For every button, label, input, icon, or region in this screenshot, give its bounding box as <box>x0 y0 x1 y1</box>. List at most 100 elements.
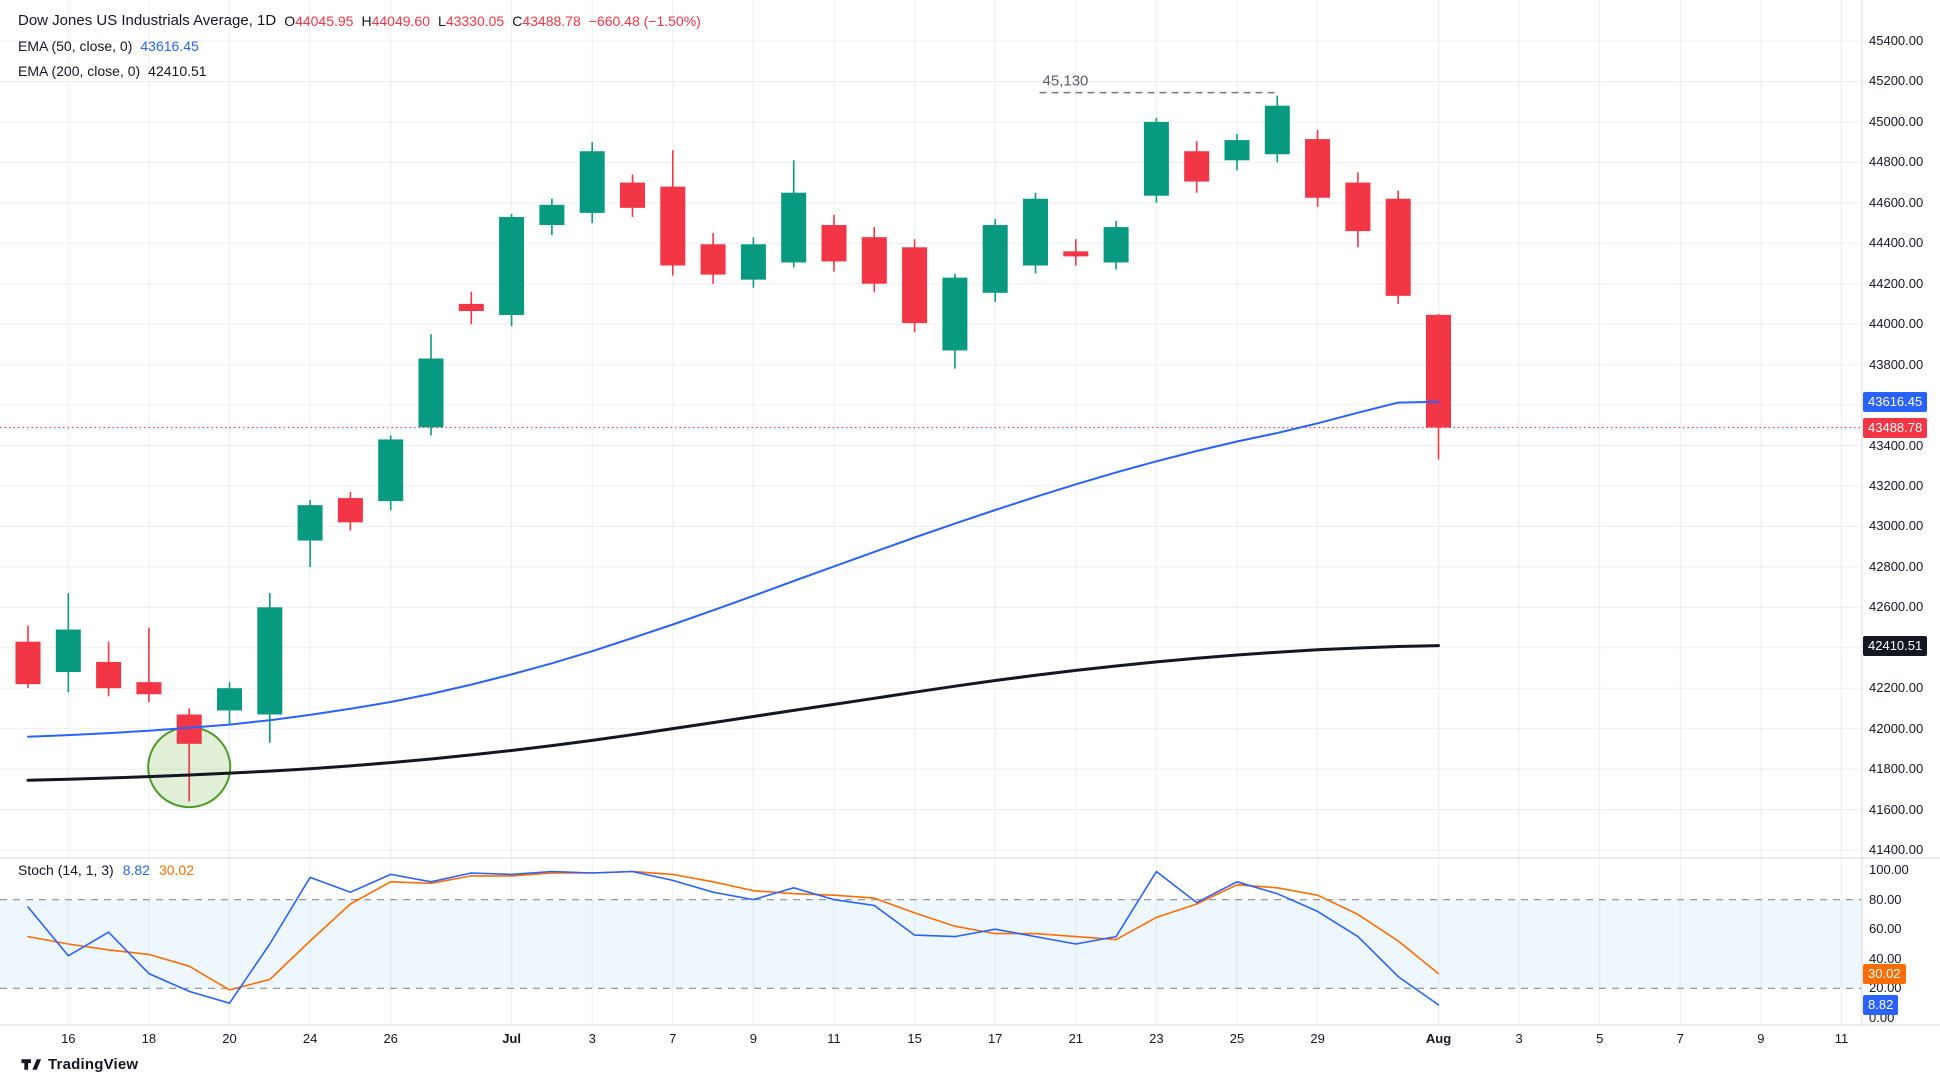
time-axis-label: 24 <box>302 1031 318 1046</box>
time-axis-label: 3 <box>588 1031 596 1046</box>
last-price-badge: 43488.78 <box>1863 417 1928 438</box>
candle-35[interactable] <box>1426 314 1451 460</box>
time-axis-label: Jul <box>502 1031 521 1046</box>
time-axis-label: 7 <box>669 1031 677 1046</box>
candle-21[interactable] <box>861 227 887 292</box>
candle-19[interactable] <box>781 160 807 268</box>
time-axis-label: 5 <box>1596 1031 1604 1046</box>
stoch-k-line[interactable] <box>27 870 1440 1006</box>
candle-32[interactable] <box>1305 129 1331 207</box>
candle-17[interactable] <box>700 233 726 284</box>
stoch-axis-label: 40.00 <box>1869 950 1902 966</box>
candle-14[interactable] <box>579 142 605 224</box>
stoch-d-value: 30.02 <box>158 862 195 878</box>
candle-7[interactable] <box>297 500 323 567</box>
symbol-legend-row[interactable]: Dow Jones US Industrials Average, 1D O44… <box>18 8 701 33</box>
price-axis-label: 44800.00 <box>1869 154 1924 170</box>
candle-27[interactable] <box>1103 221 1129 270</box>
stoch-axis-label: 60.00 <box>1869 921 1902 937</box>
candle-20[interactable] <box>821 214 847 272</box>
time-axis-label: 11 <box>827 1031 841 1046</box>
high-price-label: 45,130 <box>1043 73 1089 90</box>
candle-15[interactable] <box>620 174 645 217</box>
candle-33[interactable] <box>1345 172 1371 248</box>
ema200-legend-row[interactable]: EMA (200, close, 0) 42410.51 <box>18 58 701 83</box>
legend: Dow Jones US Industrials Average, 1D O44… <box>18 8 701 83</box>
stoch-axis-label: 80.00 <box>1869 891 1902 907</box>
stoch-k-badge: 8.82 <box>1863 994 1899 1015</box>
candle-23[interactable] <box>942 273 968 369</box>
ohlc-high: H44049.60 <box>361 12 431 29</box>
price-axis-label: 42800.00 <box>1869 558 1924 574</box>
candle-10[interactable] <box>418 334 444 436</box>
candle-26[interactable] <box>1063 239 1089 266</box>
price-axis-label: 42000.00 <box>1869 720 1924 736</box>
ema200-badge: 42410.51 <box>1863 635 1928 656</box>
stoch-label: Stoch (14, 1, 3) <box>18 862 114 878</box>
price-axis-label: 45400.00 <box>1869 33 1924 48</box>
candle-11[interactable] <box>458 291 484 325</box>
time-axis-label: 25 <box>1229 1031 1245 1046</box>
price-axis-label: 44600.00 <box>1869 194 1924 210</box>
candle-0[interactable] <box>15 625 41 689</box>
time-axis-label: 9 <box>749 1031 758 1046</box>
ema50-value: 43616.45 <box>140 37 199 54</box>
candle-6[interactable] <box>257 593 283 743</box>
ema50-label: EMA (50, close, 0) <box>18 37 133 54</box>
candle-3[interactable] <box>136 627 162 703</box>
price-axis-label: 41600.00 <box>1869 801 1924 817</box>
candle-12[interactable] <box>499 213 525 327</box>
time-axis-label: 26 <box>383 1031 398 1046</box>
price-axis-label: 43200.00 <box>1869 477 1924 493</box>
time-axis-label: 3 <box>1515 1031 1523 1046</box>
candle-31[interactable] <box>1264 95 1290 163</box>
ema50-line[interactable] <box>27 400 1440 738</box>
tradingview-logo-icon <box>21 1059 42 1070</box>
time-axis-label: 21 <box>1068 1031 1084 1046</box>
candle-34[interactable] <box>1385 190 1411 304</box>
candle-1[interactable] <box>55 593 81 693</box>
ema200-value: 42410.51 <box>148 62 207 79</box>
price-axis-label: 41400.00 <box>1869 842 1924 857</box>
price-axis-label: 43000.00 <box>1869 518 1924 534</box>
time-axis-label: 17 <box>987 1031 1003 1046</box>
time-axis-label: 16 <box>61 1031 76 1046</box>
price-axis-label: 44400.00 <box>1869 235 1924 251</box>
stoch-d-badge: 30.02 <box>1863 963 1906 984</box>
candle-16[interactable] <box>660 150 686 276</box>
candle-30[interactable] <box>1224 134 1250 171</box>
price-axis-label: 41800.00 <box>1869 761 1924 777</box>
ema50-legend-row[interactable]: EMA (50, close, 0) 43616.45 <box>18 33 701 58</box>
price-axis-label: 45200.00 <box>1869 73 1924 89</box>
candle-18[interactable] <box>740 237 766 288</box>
candle-28[interactable] <box>1143 117 1169 203</box>
time-axis-label: Aug <box>1425 1031 1452 1046</box>
candle-9[interactable] <box>378 435 404 511</box>
stoch-k-value: 8.82 <box>122 862 150 878</box>
stoch-d-line[interactable] <box>27 870 1440 991</box>
time-axis-label: 29 <box>1310 1031 1325 1046</box>
candle-25[interactable] <box>1023 192 1048 274</box>
time-axis-label: 9 <box>1757 1031 1765 1046</box>
candle-8[interactable] <box>337 492 363 531</box>
candle-24[interactable] <box>982 218 1008 302</box>
candle-13[interactable] <box>539 198 565 236</box>
stoch-axis-label: 20.00 <box>1869 980 1902 996</box>
price-axis-label: 43400.00 <box>1869 437 1924 453</box>
tradingview-watermark[interactable]: TradingView <box>20 1056 138 1073</box>
ema50-badge: 43616.45 <box>1863 391 1928 412</box>
price-axis-label: 44000.00 <box>1869 316 1924 332</box>
price-axis-label: 44200.00 <box>1869 275 1924 291</box>
ohlc-close: C43488.78 <box>512 12 581 29</box>
symbol-title: Dow Jones US Industrials Average, 1D <box>18 12 277 29</box>
candle-5[interactable] <box>217 682 242 725</box>
ema200-line[interactable] <box>26 644 1440 782</box>
candle-22[interactable] <box>902 239 928 333</box>
stoch-legend-row[interactable]: Stoch (14, 1, 3) 8.82 30.02 <box>18 862 194 878</box>
time-axis-label: 18 <box>141 1031 157 1046</box>
candle-29[interactable] <box>1184 141 1210 193</box>
stoch-band <box>0 899 1862 989</box>
candle-2[interactable] <box>96 641 122 697</box>
price-axis-label: 42600.00 <box>1869 599 1924 615</box>
